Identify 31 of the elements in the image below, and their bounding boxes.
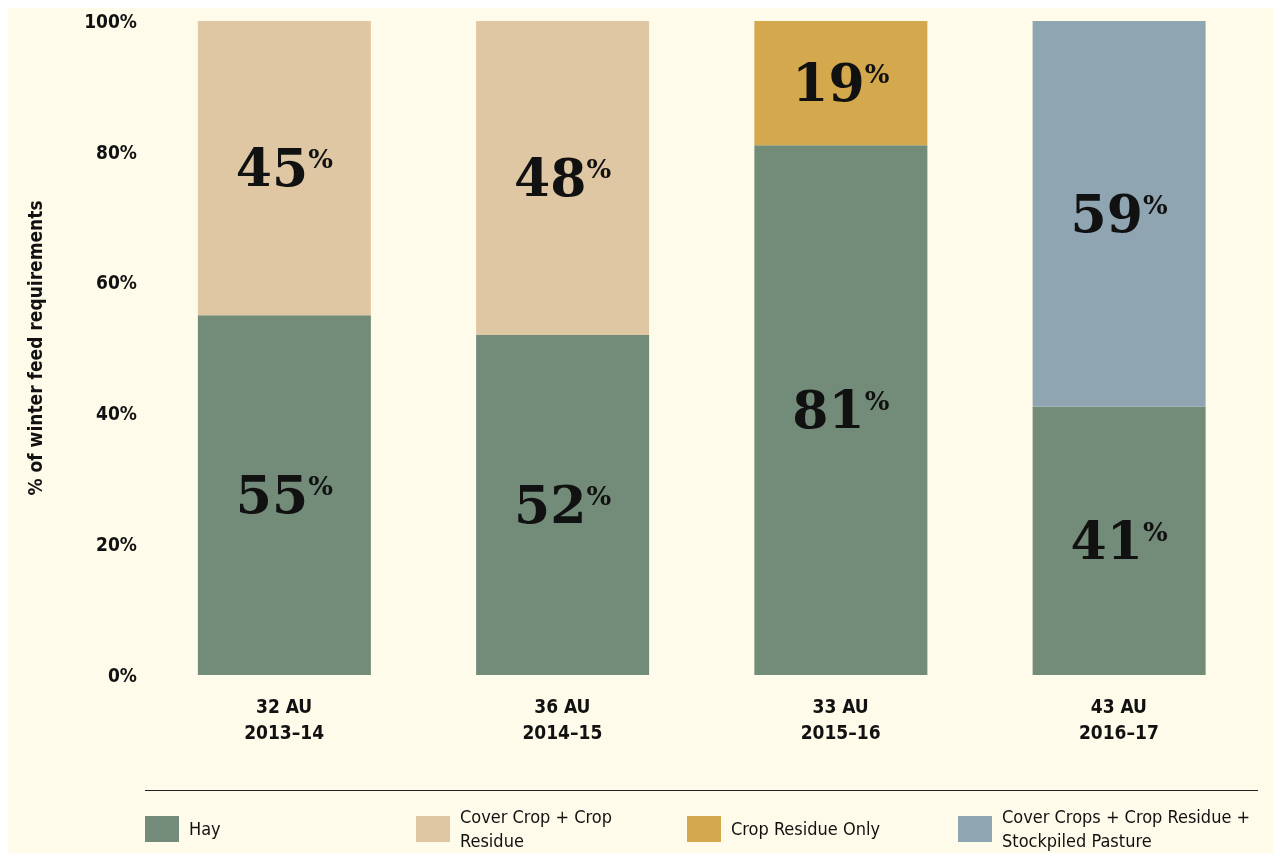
x-tick-label: 36 AU 2014–15 [522, 695, 603, 743]
bar [476, 334, 650, 675]
data-label: 48$^{%}$ [514, 146, 612, 208]
data-label: 41$^{%}$ [1070, 509, 1168, 571]
data-label: 81$^{%}$ [792, 379, 890, 441]
x-tick-label: 32 AU 2013–14 [244, 695, 325, 743]
data-label: 59$^{%}$ [1070, 182, 1168, 244]
data-label: 52$^{%}$ [514, 473, 612, 535]
y-tick-label: 40% [96, 402, 137, 425]
bar [476, 21, 650, 335]
bar [754, 145, 928, 675]
y-tick-label: 20% [96, 532, 137, 555]
data-label: 19$^{%}$ [792, 52, 890, 114]
data-label: 45$^{%}$ [235, 137, 334, 199]
y-tick-label: 60% [96, 271, 137, 294]
legend-label: Hay [189, 817, 221, 841]
x-tick-label: 33 AU 2015–16 [800, 695, 881, 743]
legend-label: Crop Residue Only [731, 817, 880, 841]
bar [1032, 406, 1206, 675]
y-tick-label: 0% [107, 663, 137, 686]
x-tick-label: 43 AU 2016–17 [1078, 695, 1159, 743]
legend-label: Cover Crop + Crop Residue [460, 805, 613, 853]
y-tick-label: 80% [96, 140, 137, 163]
bar [197, 21, 371, 316]
legend-label: Cover Crops + Crop Residue + Stockpiled Pasture [1002, 805, 1252, 853]
y-tick-label: 100% [84, 9, 137, 32]
bar [754, 21, 928, 146]
bar [1032, 21, 1206, 407]
bar [197, 315, 371, 675]
data-label: 55$^{%}$ [235, 464, 334, 526]
y-axis-title: % of winter feed requirements [23, 200, 46, 496]
